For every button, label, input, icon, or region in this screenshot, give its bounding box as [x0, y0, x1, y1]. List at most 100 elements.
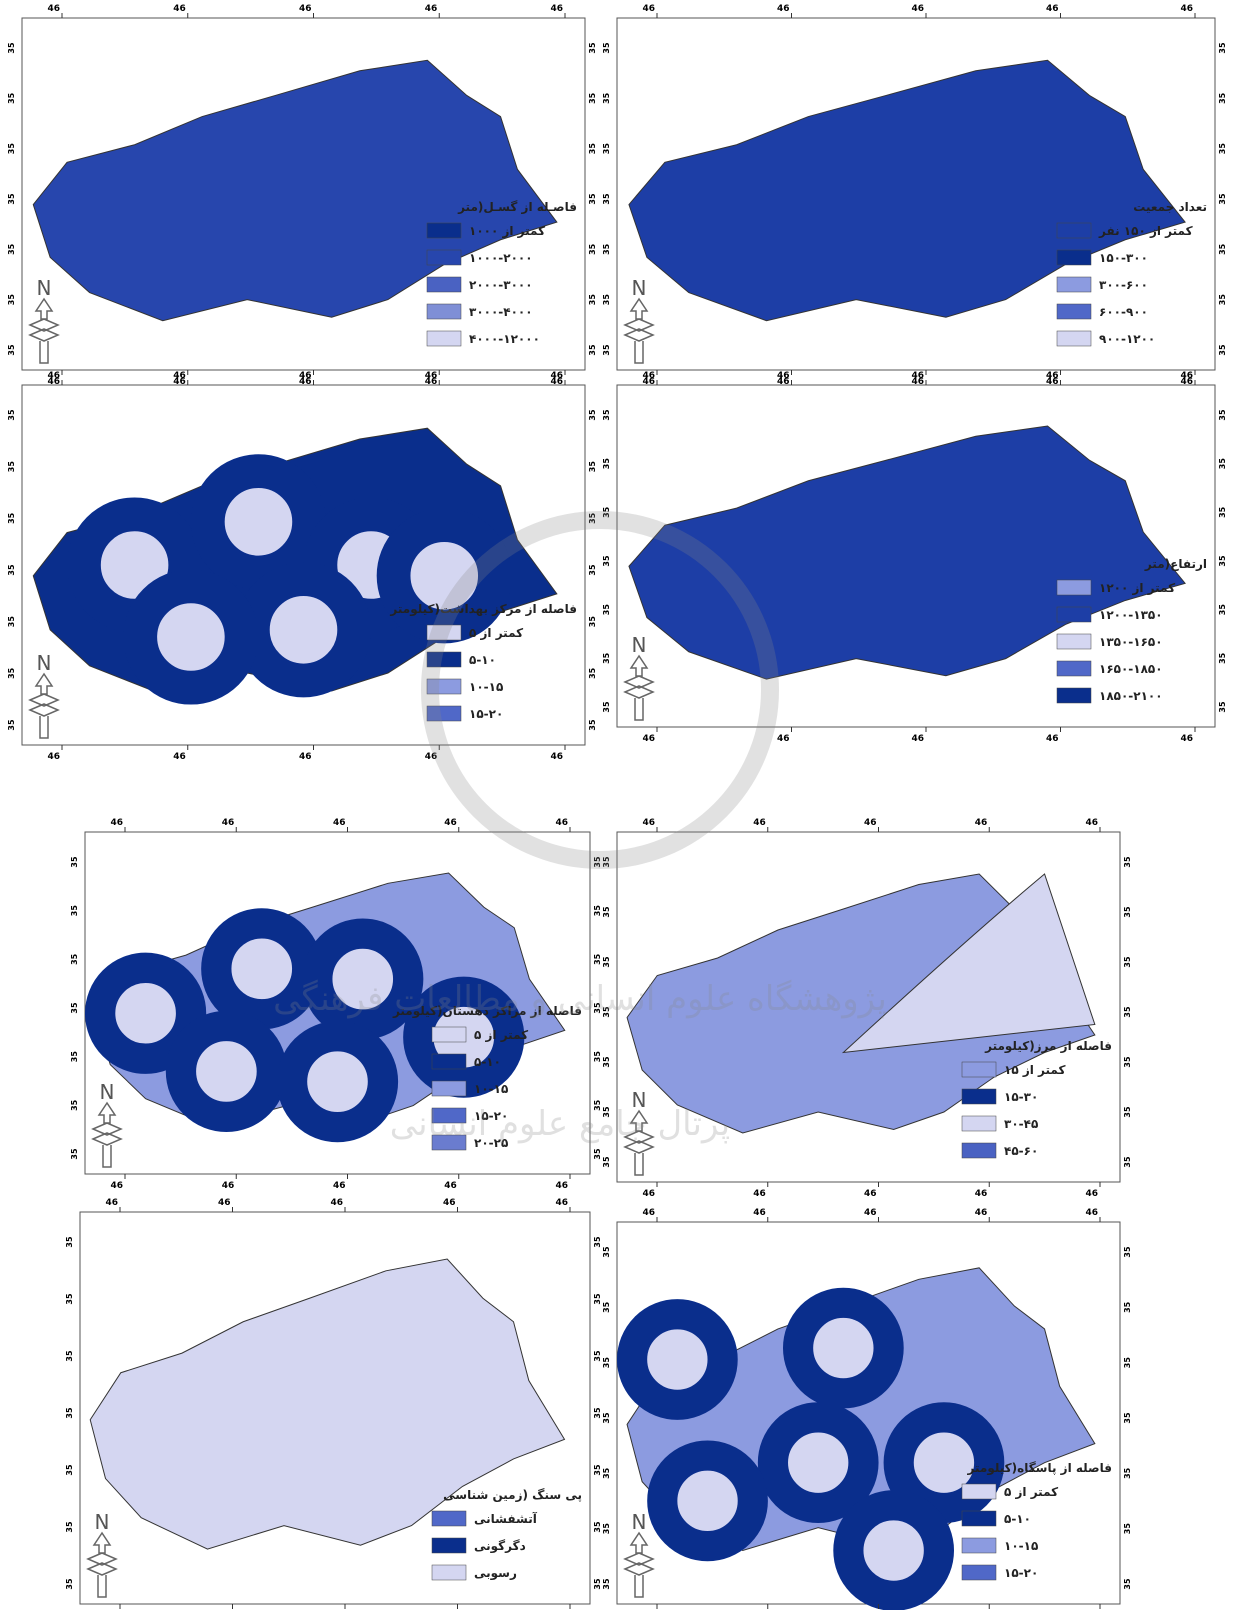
buffer-ring	[302, 918, 424, 1040]
legend-label: کمتر از ۵	[1004, 1485, 1058, 1499]
latitude-label: 35	[1218, 604, 1227, 616]
legend-title: پی سنگ (زمین شناسی	[443, 1488, 582, 1502]
latitude-label: 35	[602, 409, 611, 421]
north-arrow	[91, 1101, 123, 1168]
latitude-label: 35	[602, 701, 611, 713]
legend-label: ۱۵۰-۳۰۰	[1099, 251, 1148, 265]
legend-swatch	[431, 1134, 467, 1151]
longitude-label: 46	[173, 377, 186, 387]
longitude-label: 46	[222, 1181, 235, 1191]
longitude-label: 46	[47, 377, 60, 387]
latitude-label: 35	[593, 1236, 602, 1248]
legend-label: ۵-۱۰	[1004, 1512, 1031, 1526]
longitude-label: 46	[864, 1208, 877, 1218]
legend-label: ۴۵-۶۰	[1004, 1144, 1038, 1158]
longitude-label: 46	[425, 752, 438, 762]
legend-swatch	[431, 1510, 467, 1527]
north-arrow	[623, 297, 655, 364]
longitude-label: 46	[975, 1208, 988, 1218]
latitude-label: 35	[593, 1521, 602, 1533]
study-area	[628, 425, 1186, 680]
legend-label: ۶۰۰-۹۰۰	[1099, 305, 1148, 319]
legend-swatch	[961, 1510, 997, 1527]
latitude-label: 35	[1218, 92, 1227, 104]
latitude-label: 35	[588, 719, 597, 731]
legend-label: ۱۵-۲۰	[469, 707, 503, 721]
north-label: N	[632, 276, 647, 300]
legend-swatch	[426, 624, 462, 641]
legend-label: ۱۶۵۰-۱۸۵۰	[1099, 662, 1163, 676]
legend-title: فاصله از مرز(کیلومتر	[984, 1039, 1112, 1054]
latitude-label: 35	[7, 719, 16, 731]
latitude-label: 35	[1123, 906, 1132, 918]
latitude-label: 35	[593, 1099, 602, 1111]
legend-label: ۱۵-۲۰	[474, 1109, 508, 1123]
north-label: N	[95, 1510, 110, 1534]
legend-label: ۳۰-۴۵	[1004, 1117, 1038, 1131]
latitude-label: 35	[593, 1578, 602, 1590]
longitude-label: 46	[173, 752, 186, 762]
latitude-label: 35	[7, 92, 16, 104]
latitude-label: 35	[602, 956, 611, 968]
legend-swatch	[426, 222, 462, 239]
longitude-label: 46	[173, 4, 186, 14]
buffer-ring	[276, 1021, 399, 1143]
longitude-label: 46	[911, 4, 924, 14]
latitude-label: 35	[1123, 1357, 1132, 1369]
legend-label: ۱۰-۱۵	[1004, 1539, 1038, 1553]
latitude-label: 35	[1123, 1467, 1132, 1479]
latitude-label: 35	[588, 564, 597, 576]
buffer-ring	[782, 1287, 904, 1409]
longitude-label: 46	[110, 1181, 123, 1191]
latitude-label: 35	[70, 905, 79, 917]
map-panel: 4646464646464646464635353535353535353535…	[65, 1198, 602, 1614]
longitude-label: 46	[299, 377, 312, 387]
latitude-label: 35	[1218, 409, 1227, 421]
longitude-label: 46	[555, 1181, 568, 1191]
latitude-label: 35	[1123, 1246, 1132, 1258]
latitude-label: 35	[1123, 1301, 1132, 1313]
longitude-label: 46	[1046, 4, 1059, 14]
longitude-label: 46	[330, 1198, 343, 1208]
legend-swatch	[431, 1026, 467, 1043]
longitude-label: 46	[911, 371, 924, 381]
legend-swatch	[1056, 633, 1092, 650]
latitude-label: 35	[65, 1464, 74, 1476]
legend-swatch	[961, 1115, 997, 1132]
legend-swatch	[961, 1142, 997, 1159]
latitude-label: 35	[1218, 42, 1227, 54]
longitude-label: 46	[299, 371, 312, 381]
latitude-label: 35	[1123, 1523, 1132, 1535]
buffer-ring	[85, 952, 207, 1074]
legend-swatch	[426, 249, 462, 266]
latitude-label: 35	[588, 512, 597, 524]
latitude-label: 35	[588, 667, 597, 679]
latitude-label: 35	[1123, 1578, 1132, 1590]
study-area	[32, 59, 558, 322]
longitude-label: 46	[1046, 371, 1059, 381]
legend-label: ۱۳۵۰-۱۶۵۰	[1099, 635, 1163, 649]
latitude-label: 35	[602, 1246, 611, 1258]
legend-label: ۵-۱۰	[469, 653, 496, 667]
longitude-label: 46	[777, 371, 790, 381]
latitude-label: 35	[588, 42, 597, 54]
longitude-label: 46	[777, 377, 790, 387]
legend-label: ۲۰۰۰-۳۰۰۰	[469, 278, 533, 292]
legend-swatch	[431, 1053, 467, 1070]
legend-swatch	[431, 1107, 467, 1124]
latitude-label: 35	[602, 906, 611, 918]
legend-swatch	[961, 1564, 997, 1581]
longitude-label: 46	[1085, 818, 1098, 828]
latitude-label: 35	[593, 856, 602, 868]
latitude-label: 35	[602, 458, 611, 470]
latitude-label: 35	[1218, 555, 1227, 567]
legend-label: ۱۵-۲۰	[1004, 1566, 1038, 1580]
buffer-ring	[647, 1440, 768, 1562]
legend-swatch	[431, 1537, 467, 1554]
latitude-label: 35	[65, 1407, 74, 1419]
legend-swatch	[1056, 579, 1092, 596]
legend-swatch	[1056, 276, 1092, 293]
